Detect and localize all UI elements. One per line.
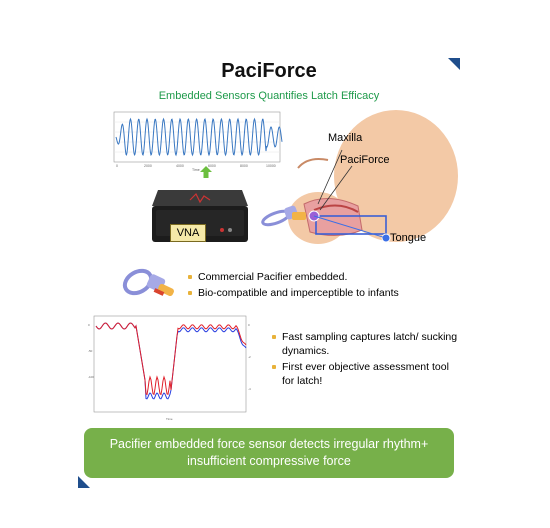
corner-decoration-top-right (448, 58, 460, 70)
svg-text:10000: 10000 (266, 164, 276, 168)
slide-subtitle: Embedded Sensors Quantifies Latch Effica… (158, 90, 380, 102)
svg-text:-4: -4 (248, 387, 251, 391)
bullet-item: Bio-compatible and imperceptible to infa… (188, 286, 458, 300)
svg-text:0: 0 (248, 323, 250, 327)
banner-text: Pacifier embedded force sensor detects i… (109, 437, 429, 468)
label-maxilla: Maxilla (328, 132, 363, 144)
corner-decoration-bottom-left (78, 476, 90, 488)
svg-text:-2: -2 (248, 355, 251, 359)
bullet-list-top: Commercial Pacifier embedded. Bio-compat… (188, 270, 458, 302)
slide-title: PaciForce (221, 60, 317, 82)
bullet-item: First ever objective assessment tool for… (272, 360, 458, 388)
force-pressure-plot: 0 -50 -100 0 -2 -4 Time (88, 315, 251, 421)
label-tongue: Tongue (390, 232, 427, 244)
bullet-item: Commercial Pacifier embedded. (188, 270, 458, 284)
infant-anatomy-illustration (261, 110, 458, 244)
conclusion-banner: Pacifier embedded force sensor detects i… (84, 428, 454, 478)
svg-text:6000: 6000 (208, 164, 216, 168)
svg-text:0: 0 (88, 323, 90, 327)
up-arrow-icon (200, 166, 212, 178)
pacifier-icon (122, 268, 174, 297)
vna-label: VNA (170, 224, 206, 242)
svg-text:-50: -50 (88, 349, 93, 353)
svg-text:8000: 8000 (240, 164, 248, 168)
bullet-item: Fast sampling captures latch/ sucking dy… (272, 330, 458, 358)
bullet-list-bottom: Fast sampling captures latch/ sucking dy… (272, 330, 458, 390)
svg-text:2000: 2000 (144, 164, 152, 168)
signal-waveform-plot: 0 2000 4000 6000 8000 10000 Time (113, 111, 283, 172)
label-paciforce: PaciForce (340, 154, 390, 166)
svg-text:4000: 4000 (176, 164, 184, 168)
svg-text:-100: -100 (88, 375, 94, 379)
svg-text:Time: Time (166, 417, 173, 421)
svg-text:0: 0 (116, 164, 118, 168)
svg-text:Time: Time (192, 168, 200, 172)
